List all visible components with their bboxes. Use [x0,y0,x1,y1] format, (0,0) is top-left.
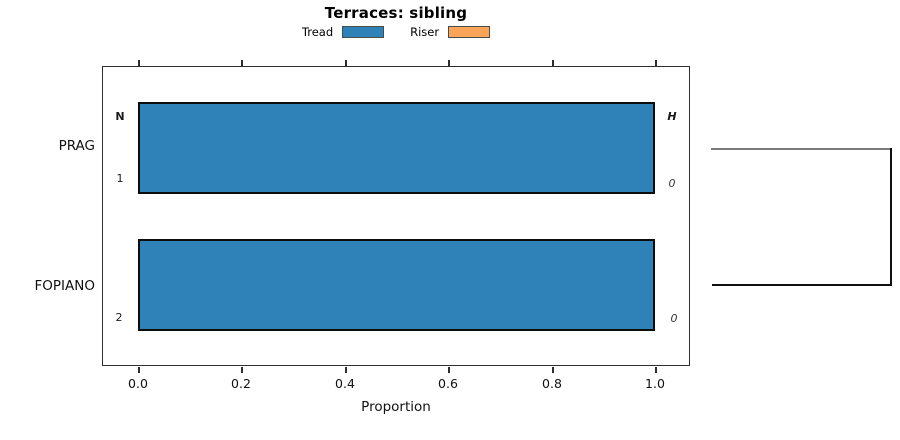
bottom-tick-0.8 [552,367,554,373]
annotation-fopiano-n-value: 2 [115,311,123,324]
bottom-tick-0.2 [241,367,243,373]
bottom-tick-0.0 [138,367,140,373]
legend: Tread Riser [102,25,690,39]
top-tick-0.6 [448,60,450,66]
top-tick-0.0 [138,60,140,66]
bottom-tick-0.4 [345,367,347,373]
legend-item-riser: Riser [410,25,491,39]
y-label-fopiano: FOPIANO [34,278,95,294]
x-axis-label: Proportion [361,399,431,415]
bar-fopiano-tread [138,239,655,331]
y-label-prag: PRAG [58,138,95,154]
legend-item-tread: Tread [301,25,385,39]
legend-swatch-tread [342,26,385,38]
annotation-prag-h-value: 0 [668,177,676,190]
top-tick-0.8 [552,60,554,66]
xtick-label-1.0: 1.0 [645,376,665,391]
xtick-label-0.6: 0.6 [438,376,458,391]
xtick-label-0.8: 0.8 [542,376,562,391]
xtick-label-0.4: 0.4 [335,376,355,391]
bracket-top-branch [711,148,892,150]
annotation-header-h: H [667,110,677,123]
top-tick-1.0 [655,60,657,66]
bracket-bottom-branch [712,284,892,286]
legend-label-tread: Tread [301,25,334,39]
legend-swatch-riser [448,26,491,38]
top-tick-0.2 [241,60,243,66]
bracket-vertical-connector [890,148,892,286]
bottom-tick-0.6 [448,367,450,373]
bottom-tick-1.0 [655,367,657,373]
legend-label-riser: Riser [410,25,440,39]
xtick-label-0.2: 0.2 [231,376,251,391]
annotation-fopiano-h-value: 0 [670,312,678,325]
bar-prag-tread [138,102,655,194]
top-tick-0.4 [345,60,347,66]
xtick-label-0.0: 0.0 [128,376,148,391]
chart-title: Terraces: sibling [324,4,468,22]
annotation-header-n: N [115,110,125,123]
annotation-prag-n-value: 1 [116,172,124,185]
